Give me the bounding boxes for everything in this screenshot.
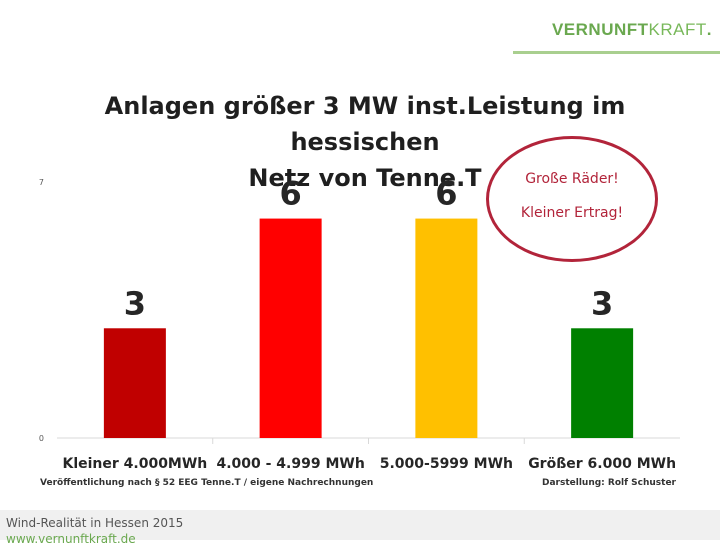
chart-title-line-2: Netz von Tenne.T [248,164,482,192]
brand-part-1: VERNUNFT [551,20,649,39]
category-label-4: Größer 6.000 MWh [528,456,676,472]
bar-chart: 0 7 3 6 6 3 Kleiner 4.000MWh 4.000 - 4.999 MW… [39,175,680,472]
bar-3 [415,218,478,438]
category-label-2: 4.000 - 4.999 MWh [216,456,364,472]
footer-text: Wind-Realität in Hessen 2015 [6,516,184,530]
category-label-1: Kleiner 4.000MWh [62,456,207,472]
data-label-4: 3 [591,284,613,322]
callout-line-1: Große Räder! [525,171,619,187]
category-label-3: 5.000-5999 MWh [380,456,513,472]
brand-part-2: KRAFT [648,20,707,39]
data-label-3: 6 [435,175,457,213]
chart-title: Anlagen größer 3 MW inst.Leistung im hes… [40,88,690,196]
y-tick-label: 0 [39,434,44,443]
callout-ellipse: Große Räder! Kleiner Ertrag! [486,136,658,262]
footer-band [0,510,720,540]
brand-logo: VERNUNFTKRAFT. [552,20,712,40]
data-label-2: 6 [279,175,301,213]
data-label-1: 3 [124,284,146,322]
bar-1 [103,328,166,438]
brand-part-3: . [706,20,712,39]
y-tick-label: 7 [39,178,44,187]
source-note: Veröffentlichung nach § 52 EEG Tenne.T /… [40,478,374,488]
callout-line-2: Kleiner Ertrag! [520,205,624,221]
footer-url[interactable]: www.vernunftkraft.de [6,532,136,546]
bar-2 [259,218,322,438]
bar-4 [571,328,634,438]
credit-note: Darstellung: Rolf Schuster [542,478,676,488]
chart-title-line-1: Anlagen größer 3 MW inst.Leistung im hes… [104,92,626,156]
chart-data-labels: 3 6 6 3 [124,175,614,323]
chart-bars [103,218,634,438]
brand-underline [513,51,720,54]
chart-category-labels: Kleiner 4.000MWh 4.000 - 4.999 MWh 5.000-5… [62,456,676,472]
